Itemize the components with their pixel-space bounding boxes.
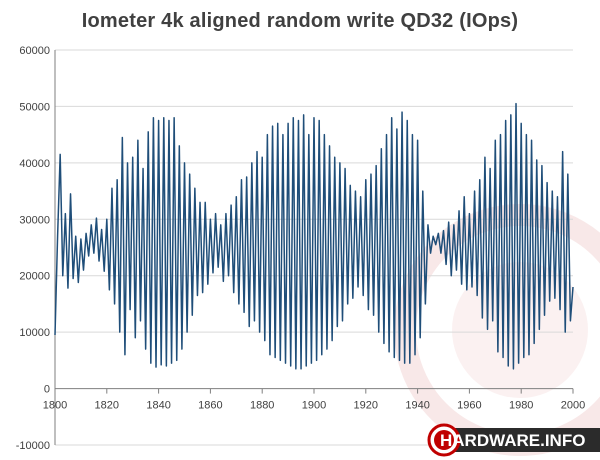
x-tick-label: 1860	[198, 400, 222, 412]
y-tick-label: 30000	[19, 214, 50, 226]
hardware-info-logo: HARDWARE.INFO	[427, 423, 600, 457]
y-tick-label: 10000	[19, 327, 50, 339]
y-tick-label: 20000	[19, 271, 50, 283]
y-tick-label: 60000	[19, 45, 50, 57]
x-tick-label: 1900	[302, 400, 326, 412]
y-tick-label: 0	[44, 384, 50, 396]
series-line	[54, 102, 574, 370]
x-tick-label: 1960	[457, 400, 481, 412]
x-tick-labels: 1800 1820 1840 1860 1880 1900 1920 1940 1960 1980…	[43, 400, 585, 412]
y-tick-labels: -10000 0 10000 20000 30000 40000 50000 60000	[16, 45, 50, 452]
logo-badge-core	[434, 430, 454, 450]
x-tick-label: 1920	[354, 400, 378, 412]
y-tick-label: -10000	[16, 440, 50, 452]
x-tick-label: 1880	[250, 400, 274, 412]
series-group	[54, 102, 574, 370]
logo-text: HARDWARE.INFO	[440, 431, 585, 450]
x-tick-label: 1820	[95, 400, 119, 412]
watermark-disc	[452, 262, 588, 398]
logo-bar	[442, 428, 600, 452]
y-tick-label: 40000	[19, 158, 50, 170]
x-tick-label: 2000	[561, 400, 585, 412]
x-tick-label: 1940	[405, 400, 429, 412]
x-tick-label: 1840	[146, 400, 170, 412]
x-tick-label: 1800	[43, 400, 67, 412]
y-tick-label: 50000	[19, 101, 50, 113]
x-tick-label: 1980	[509, 400, 533, 412]
chart-title: Iometer 4k aligned random write QD32 (IO…	[81, 10, 519, 32]
axes	[54, 50, 574, 445]
